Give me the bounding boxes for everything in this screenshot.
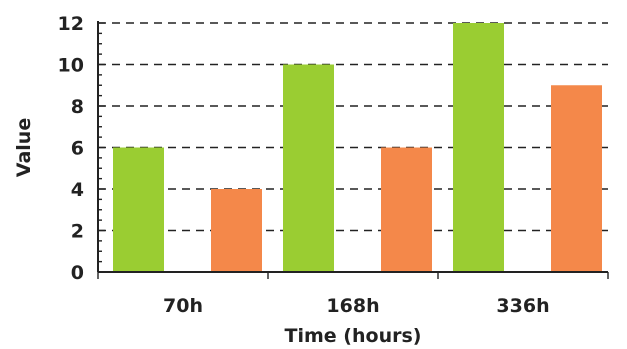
category-separators: [97, 272, 609, 279]
y-tick-label-12: 12: [58, 13, 84, 35]
y-tick-label-6: 6: [71, 138, 84, 160]
gridlines: [98, 22, 608, 232]
y-axis-title: Value: [13, 118, 35, 177]
y-tick-label-2: 2: [71, 221, 84, 243]
x-axis-title: Time (hours): [285, 325, 422, 347]
bars: [113, 23, 602, 272]
x-tick-label-168h: 168h: [326, 295, 379, 317]
y-tick-label-0: 0: [71, 262, 84, 284]
x-tick-label-336h: 336h: [496, 295, 549, 317]
y-tick-label-8: 8: [71, 96, 84, 118]
y-tick-labels: 0 2 4 6 8 10 12: [58, 13, 84, 284]
x-tick-labels: 70h 168h 336h: [163, 295, 550, 317]
x-tick-label-70h: 70h: [163, 295, 203, 317]
bar-336h-series-2: [551, 85, 602, 272]
y-minor-ticks: [98, 22, 105, 273]
bar-168h-series-1: [283, 64, 334, 272]
bar-168h-series-2: [381, 147, 432, 272]
y-tick-label-4: 4: [71, 179, 84, 201]
bar-70h-series-2: [211, 189, 262, 272]
y-tick-label-10: 10: [58, 55, 84, 77]
bar-70h-series-1: [113, 147, 164, 272]
bar-336h-series-1: [453, 23, 504, 272]
